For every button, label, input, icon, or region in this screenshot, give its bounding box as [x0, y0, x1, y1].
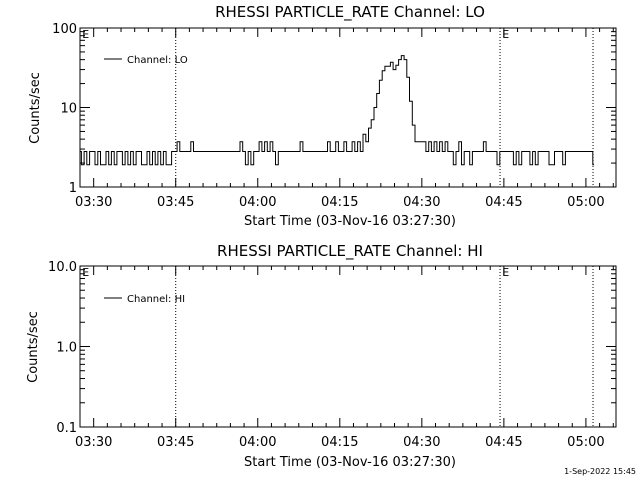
hi-x-tick-label: 04:45	[485, 435, 522, 450]
hi-event-marker: E	[502, 266, 509, 279]
hi-y-tick-label: 0.1	[56, 421, 77, 436]
hi-y-tick-label: 10.0	[48, 260, 77, 275]
lo-x-tick-label: 04:45	[485, 195, 522, 210]
hi-x-axis-label: Start Time (03-Nov-16 03:27:30)	[244, 455, 456, 470]
lo-y-tick-label: 100	[52, 22, 77, 37]
lo-y-axis-label: Counts/sec	[28, 72, 43, 144]
hi-vertical-markers	[175, 266, 594, 427]
lo-y-tick-label: 1	[69, 181, 77, 196]
hi-plot-frame	[79, 265, 617, 428]
hi-y-axis-ticks: 0.1 1.0 10.0	[48, 260, 616, 436]
generation-timestamp: 1-Sep-2022 15:45	[564, 467, 636, 476]
hi-y-axis-label: Counts/sec	[26, 311, 41, 383]
hi-x-tick-label: 03:45	[157, 435, 194, 450]
lo-x-tick-label: 03:45	[157, 195, 194, 210]
lo-x-tick-label: 03:30	[75, 195, 112, 210]
lo-y-axis-ticks: 1 10 100	[52, 22, 616, 196]
hi-chart-title: RHESSI PARTICLE_RATE Channel: HI	[217, 242, 483, 261]
lo-x-tick-label: 04:15	[321, 195, 358, 210]
hi-channel-panel: RHESSI PARTICLE_RATE Channel: HI 03:30 03…	[26, 242, 617, 470]
lo-x-axis-ticks: 03:30 03:45 04:00 04:15 04:30 04:45 05:00	[75, 28, 614, 210]
lo-x-tick-label: 04:30	[403, 195, 440, 210]
lo-x-axis-label: Start Time (03-Nov-16 03:27:30)	[244, 214, 456, 229]
lo-series-line-0	[80, 55, 595, 166]
hi-x-axis-ticks: 03:30 03:45 04:00 04:15 04:30 04:45 05:00	[75, 266, 614, 450]
hi-legend-label: Channel: HI	[127, 294, 185, 305]
hi-event-marker: E	[82, 266, 89, 279]
hi-x-tick-label: 04:00	[239, 435, 276, 450]
lo-legend-label: Channel: LO	[127, 55, 188, 66]
hi-x-tick-label: 04:15	[321, 435, 358, 450]
lo-chart-title: RHESSI PARTICLE_RATE Channel: LO	[215, 3, 485, 22]
lo-series-layer	[80, 55, 595, 166]
lo-channel-panel: RHESSI PARTICLE_RATE Channel: LO 03:30 03…	[28, 3, 617, 229]
lo-event-marker: E	[82, 28, 89, 41]
hi-x-tick-label: 05:00	[567, 435, 604, 450]
lo-y-tick-label: 10	[60, 102, 77, 117]
lo-event-marker: E	[502, 28, 509, 41]
lo-vertical-markers	[175, 28, 594, 187]
hi-x-tick-label: 03:30	[75, 435, 112, 450]
lo-x-tick-label: 05:00	[567, 195, 604, 210]
lo-x-tick-label: 04:00	[239, 195, 276, 210]
hi-x-tick-label: 04:30	[403, 435, 440, 450]
hi-y-tick-label: 1.0	[56, 341, 77, 356]
